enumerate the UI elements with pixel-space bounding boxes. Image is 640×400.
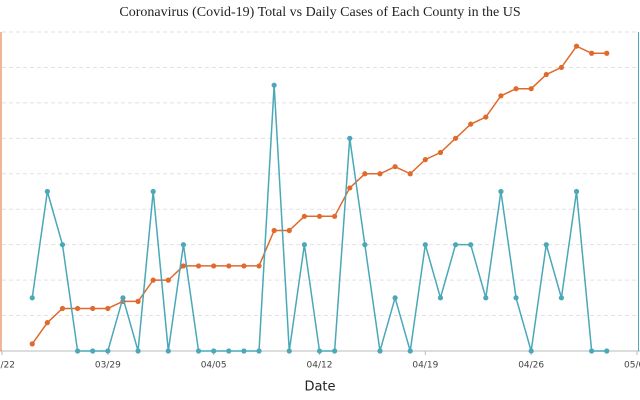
series-point bbox=[543, 242, 549, 248]
series-point bbox=[347, 135, 353, 141]
series-point bbox=[211, 348, 217, 354]
series-point bbox=[362, 171, 368, 177]
series-point bbox=[241, 348, 247, 354]
series-point bbox=[74, 348, 81, 354]
chart-title: Coronavirus (Covid-19) Total vs Daily Ca… bbox=[119, 5, 520, 20]
series-point bbox=[452, 242, 459, 248]
x-tick-label: 04/19 bbox=[412, 361, 438, 371]
series-point bbox=[120, 295, 126, 301]
series-point bbox=[29, 341, 35, 347]
series-point bbox=[271, 82, 277, 88]
series-point bbox=[543, 71, 549, 78]
series-point bbox=[452, 135, 459, 141]
series-point bbox=[105, 305, 111, 312]
series-point bbox=[558, 64, 565, 71]
series-point bbox=[407, 348, 413, 354]
x-tick-label: 04/05 bbox=[201, 361, 227, 371]
series-point bbox=[150, 188, 156, 195]
series-point bbox=[59, 242, 66, 248]
series-point bbox=[135, 298, 141, 304]
series-point bbox=[437, 149, 444, 156]
series-point bbox=[377, 171, 383, 177]
series-point bbox=[256, 263, 262, 269]
series-line bbox=[31, 45, 607, 345]
series-point bbox=[74, 305, 81, 312]
series-point bbox=[392, 164, 398, 170]
series-point bbox=[422, 242, 428, 248]
series-point bbox=[316, 348, 323, 354]
series-point bbox=[90, 348, 96, 354]
series-point bbox=[437, 295, 444, 301]
series-point bbox=[59, 305, 66, 312]
series-point bbox=[332, 348, 338, 354]
series-point bbox=[195, 263, 202, 269]
series-point bbox=[165, 348, 171, 354]
series-point bbox=[347, 185, 353, 191]
series-point bbox=[498, 93, 504, 99]
series-point bbox=[513, 86, 519, 92]
x-axis-label: Date bbox=[304, 380, 335, 395]
series-point bbox=[513, 295, 519, 301]
x-tick-label: 03/29 bbox=[95, 361, 121, 371]
series-point bbox=[44, 320, 50, 326]
series-point bbox=[528, 86, 534, 92]
series-point bbox=[604, 50, 610, 56]
series-point bbox=[29, 295, 35, 301]
series-point bbox=[589, 50, 595, 56]
series-point bbox=[332, 213, 338, 219]
series-point bbox=[150, 277, 156, 283]
series-point bbox=[241, 263, 247, 269]
series-point bbox=[316, 213, 323, 219]
series-point bbox=[558, 295, 565, 301]
series-point bbox=[528, 348, 534, 354]
series-point bbox=[180, 263, 187, 269]
series-point bbox=[362, 242, 368, 248]
x-tick-label: 05/03 bbox=[624, 361, 640, 371]
series-point bbox=[573, 188, 580, 195]
series-point bbox=[422, 157, 428, 163]
x-tick-label: 04/26 bbox=[518, 361, 544, 371]
series-point bbox=[573, 43, 580, 49]
series-point bbox=[301, 242, 307, 248]
series-point bbox=[604, 348, 610, 354]
series-point bbox=[180, 242, 187, 248]
series-point bbox=[226, 263, 232, 269]
series-point bbox=[498, 188, 504, 195]
series-point bbox=[468, 242, 474, 248]
series-point bbox=[483, 114, 489, 120]
series-point bbox=[211, 263, 217, 269]
series-point bbox=[90, 305, 96, 312]
series-point bbox=[286, 227, 292, 234]
series-point bbox=[377, 348, 383, 354]
series-point bbox=[301, 213, 307, 219]
series-point bbox=[105, 348, 111, 354]
series-point bbox=[392, 295, 398, 301]
series-point bbox=[468, 121, 474, 127]
series-point bbox=[226, 348, 232, 354]
series-point bbox=[483, 295, 489, 301]
series-point bbox=[286, 348, 292, 354]
series-point bbox=[589, 348, 595, 354]
series-point bbox=[407, 171, 413, 177]
series-point bbox=[271, 227, 277, 234]
series-point bbox=[256, 348, 262, 354]
series-point bbox=[195, 348, 202, 354]
x-tick-label: 04/12 bbox=[307, 361, 333, 371]
x-tick-label: 03/22 bbox=[0, 361, 15, 371]
series-point bbox=[135, 348, 141, 354]
series-point bbox=[44, 188, 50, 195]
series-point bbox=[165, 277, 171, 283]
